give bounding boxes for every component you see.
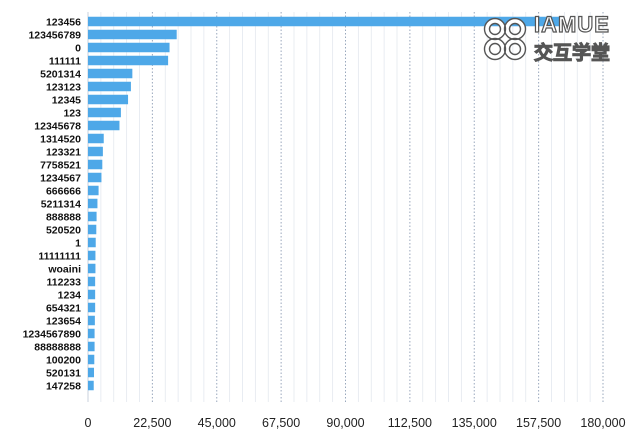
bar: [88, 146, 103, 157]
category-label: 1314520: [40, 133, 81, 145]
bar: [88, 81, 131, 92]
category-label: 520131: [46, 367, 81, 379]
category-label: 112233: [47, 276, 82, 288]
bar: [88, 263, 96, 274]
bar: [88, 55, 169, 66]
category-label: 100200: [46, 354, 81, 366]
category-label: 654321: [46, 302, 81, 314]
category-label: 123456789: [28, 29, 81, 41]
bar: [88, 328, 95, 339]
category-label: 5201314: [40, 68, 81, 80]
bar: [88, 94, 129, 105]
category-label: 123456: [46, 16, 81, 28]
bar: [88, 29, 177, 40]
category-label: 1234567: [40, 172, 81, 184]
category-label: 123123: [46, 81, 81, 93]
bar: [88, 42, 170, 53]
category-label: 11111111: [38, 250, 81, 262]
bar: [88, 302, 96, 313]
category-label: 666666: [46, 185, 81, 197]
category-label: 123: [63, 107, 81, 119]
bar: [88, 172, 102, 183]
category-label: 1234: [58, 289, 82, 301]
bar: [88, 341, 95, 352]
x-tick-label: 67,500: [262, 416, 300, 430]
x-tick-label: 135,000: [452, 416, 497, 430]
category-label: woaini: [47, 263, 81, 275]
bar: [88, 289, 96, 300]
bar: [88, 16, 561, 27]
bar: [88, 120, 120, 131]
bar: [88, 211, 97, 222]
category-label: 1234567890: [23, 328, 82, 340]
bar: [88, 107, 121, 118]
category-label: 123321: [46, 146, 81, 158]
bar: [88, 315, 95, 326]
x-tick-label: 180,000: [580, 416, 625, 430]
category-label: 888888: [46, 211, 81, 223]
x-tick-label: 157,500: [516, 416, 561, 430]
x-tick-label: 45,000: [198, 416, 236, 430]
category-label: 147258: [46, 380, 81, 392]
category-label: 12345: [52, 94, 81, 106]
x-tick-label: 90,000: [326, 416, 364, 430]
bar: [88, 198, 98, 209]
category-label: 1: [75, 237, 81, 249]
bar: [88, 133, 104, 144]
category-label: 111111: [49, 55, 81, 67]
category-label: 123654: [46, 315, 81, 327]
bar: [88, 224, 97, 235]
bar: [88, 185, 99, 196]
bar: [88, 367, 95, 378]
bar: [88, 159, 103, 170]
bar: [88, 354, 95, 365]
bar: [88, 276, 96, 287]
category-label: 88888888: [34, 341, 81, 353]
category-label: 5211314: [41, 198, 81, 210]
category-label: 7758521: [40, 159, 81, 171]
category-label: 12345678: [34, 120, 81, 132]
bar: [88, 250, 96, 261]
bar: [88, 237, 96, 248]
x-tick-label: 22,500: [133, 416, 171, 430]
category-label: 0: [75, 42, 81, 54]
bar: [88, 68, 133, 79]
category-label: 520520: [46, 224, 81, 236]
x-tick-label: 0: [85, 416, 92, 430]
bar: [88, 380, 94, 391]
x-tick-label: 112,500: [388, 416, 432, 430]
